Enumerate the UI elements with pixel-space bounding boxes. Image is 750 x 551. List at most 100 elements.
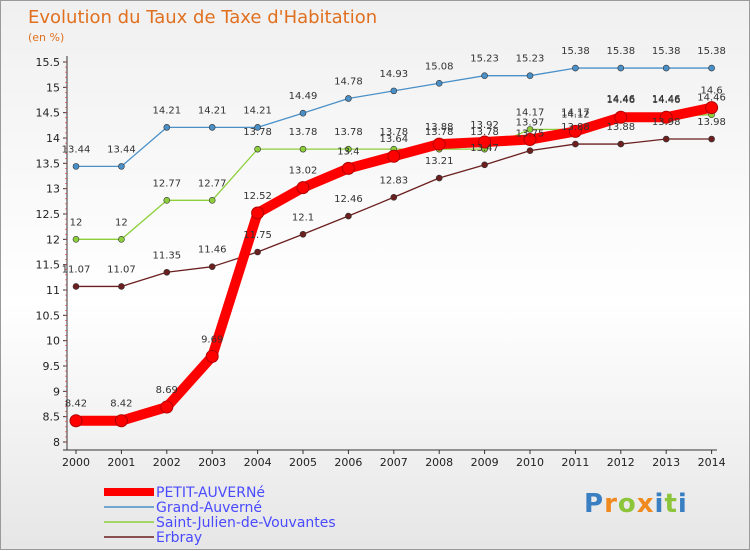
legend-label: Saint-Julien-de-Vouvantes: [156, 515, 336, 531]
x-tick-label: 2000: [62, 456, 90, 469]
x-tick-label: 2010: [516, 456, 544, 469]
data-point: [662, 64, 670, 72]
data-label: 13.88: [425, 122, 454, 133]
data-point: [572, 64, 579, 72]
y-tick-label: 11.5: [36, 259, 61, 272]
data-point: [299, 109, 307, 117]
data-label: 11.35: [152, 250, 181, 261]
data-point: [659, 110, 673, 124]
data-label: 15.38: [561, 46, 590, 57]
data-label: 8.69: [156, 385, 178, 396]
data-label: 8.42: [110, 399, 132, 410]
data-label: 14.46: [652, 95, 681, 106]
data-point: [708, 64, 715, 72]
x-tick-label: 2007: [380, 456, 408, 469]
data-label: 13.75: [516, 129, 545, 140]
data-label: 12.1: [292, 212, 314, 223]
x-tick-label: 2013: [652, 456, 680, 469]
y-tick-label: 15.5: [36, 56, 61, 69]
data-label: 13.78: [243, 127, 272, 138]
data-point: [617, 64, 625, 72]
data-label: 13.78: [379, 127, 408, 138]
x-tick-label: 2008: [425, 456, 453, 469]
data-label: 14.46: [697, 93, 726, 104]
data-label: 13.4: [337, 146, 359, 157]
data-point: [163, 197, 171, 204]
data-point: [432, 137, 446, 151]
data-label: 12: [70, 217, 83, 228]
data-point: [254, 145, 261, 153]
data-label: 11.46: [198, 245, 227, 256]
data-label: 14.21: [198, 105, 227, 116]
data-point: [526, 72, 534, 79]
data-label: 9.69: [201, 334, 223, 345]
data-point: [345, 145, 352, 153]
data-label: 13.64: [379, 134, 408, 145]
data-label: 12.83: [379, 175, 408, 186]
y-tick-label: 9: [53, 385, 60, 398]
data-label: 12: [115, 217, 128, 228]
data-point: [69, 414, 83, 428]
y-tick-label: 9.5: [43, 360, 61, 373]
data-label: 13.44: [107, 144, 136, 155]
data-label: 12.52: [243, 191, 272, 202]
data-point: [662, 135, 670, 143]
y-tick-label: 13.5: [36, 157, 61, 170]
data-label: 13.78: [470, 127, 499, 138]
data-label: 15.38: [697, 46, 726, 57]
data-label: 13.02: [289, 166, 318, 177]
data-label: 8.42: [65, 399, 87, 410]
data-label: 13.98: [697, 117, 726, 128]
data-label: 13.78: [425, 127, 454, 138]
logo-letter: o: [617, 489, 637, 519]
y-tick-label: 12: [46, 233, 60, 246]
data-label: 13.78: [289, 127, 318, 138]
logo-letter: x: [636, 489, 655, 519]
data-label: 13.88: [606, 122, 635, 133]
x-tick-label: 2005: [289, 456, 317, 469]
legend-label: Erbray: [156, 530, 202, 546]
y-tick-label: 14.5: [36, 107, 61, 120]
data-point: [435, 174, 443, 182]
data-point: [205, 349, 219, 363]
data-label: 13.47: [470, 143, 499, 154]
data-label: 13.78: [334, 127, 363, 138]
logo-letter: t: [664, 489, 678, 519]
data-point: [254, 124, 261, 131]
data-label: 14.21: [152, 105, 181, 116]
logo-letter: P: [584, 489, 605, 519]
data-label: 14.17: [561, 107, 590, 118]
data-point: [478, 135, 492, 149]
x-tick-label: 2001: [107, 456, 135, 469]
x-tick-label: 2009: [471, 456, 499, 469]
data-label: 11.07: [62, 264, 91, 275]
data-label: 13.21: [425, 156, 454, 167]
data-point: [526, 126, 534, 133]
y-tick-label: 10.5: [36, 309, 61, 322]
x-tick-label: 2014: [698, 456, 726, 469]
data-point: [523, 133, 537, 147]
legend-label: PETIT-AUVERNé: [156, 485, 265, 501]
data-point: [387, 149, 401, 163]
data-point: [345, 212, 352, 220]
data-point: [390, 87, 398, 95]
y-tick-label: 11: [46, 284, 60, 297]
data-point: [254, 248, 261, 256]
data-label: 11.75: [243, 230, 272, 241]
logo-letter: r: [604, 489, 618, 519]
data-label: 13.44: [62, 144, 91, 155]
data-label: 15.38: [652, 46, 681, 57]
data-label: 12.77: [198, 178, 227, 189]
data-label: 11.07: [107, 264, 136, 275]
data-label: 15.08: [425, 61, 454, 72]
data-point: [160, 400, 174, 414]
data-point: [208, 263, 216, 270]
data-point: [208, 197, 216, 204]
data-label: 12.77: [152, 178, 181, 189]
data-label: 14.46: [652, 94, 681, 105]
data-label: 14.46: [606, 94, 635, 105]
data-label: 15.38: [606, 46, 635, 57]
data-label: 12.46: [334, 194, 363, 205]
